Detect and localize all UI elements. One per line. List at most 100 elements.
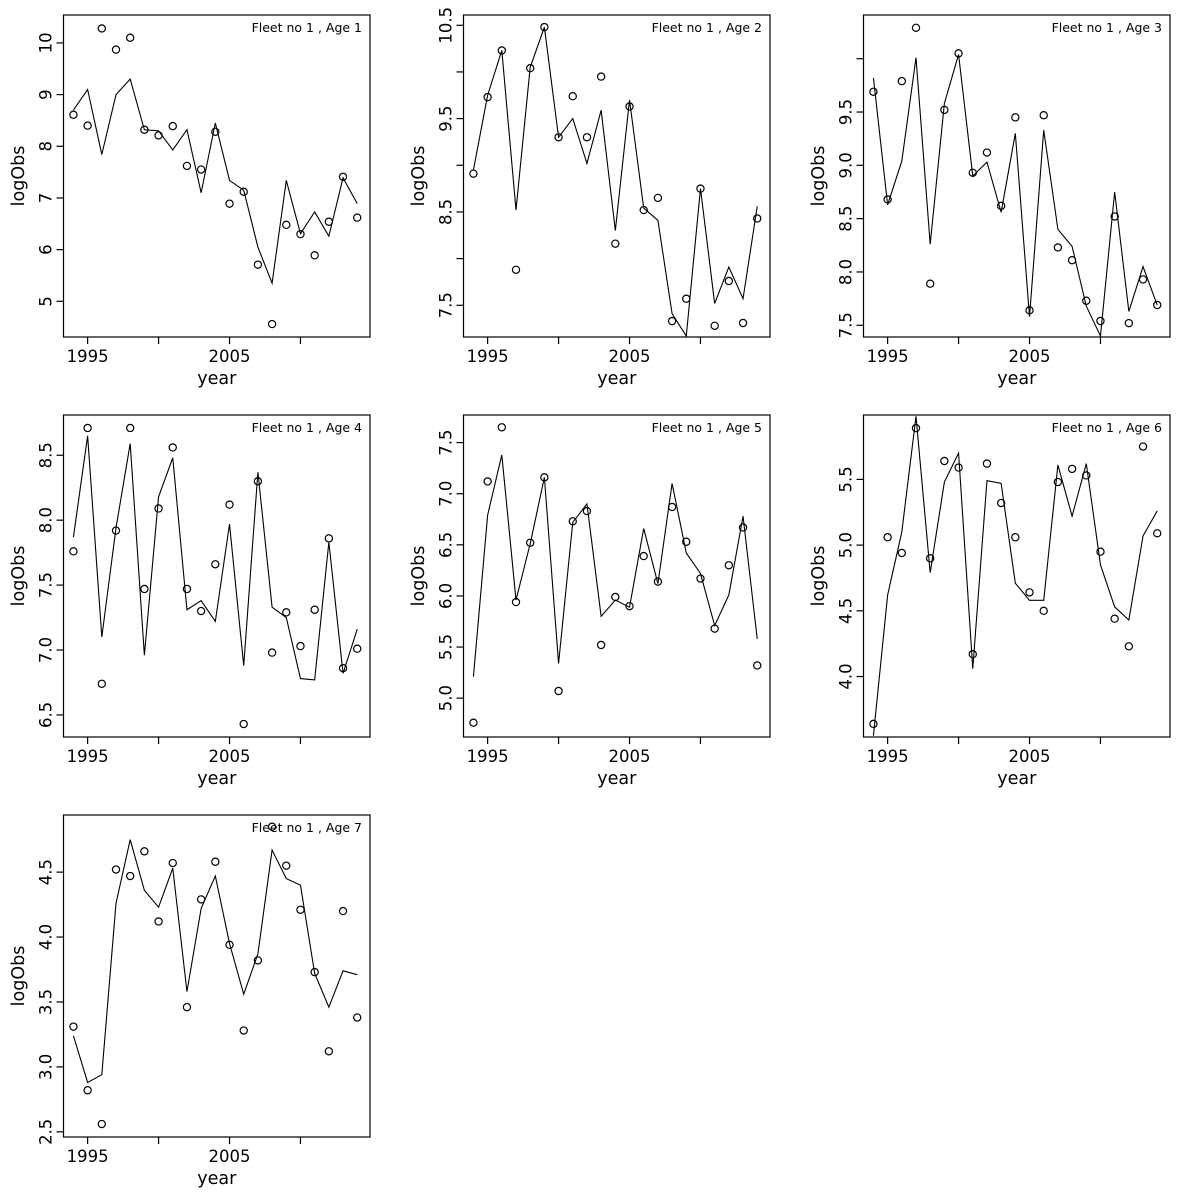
observed-point [968, 649, 977, 659]
observed-point [497, 46, 507, 55]
y-axis-tick-label: 9 [37, 89, 56, 100]
observed-point [738, 318, 748, 328]
observed-point [253, 956, 263, 965]
observed-point [253, 477, 263, 486]
observed-point [1096, 547, 1105, 556]
observed-point [1082, 471, 1091, 480]
plot-box [62, 814, 371, 1138]
observed-point [253, 260, 263, 269]
fitted-line [472, 26, 758, 337]
fitted-line [872, 54, 1158, 337]
observed-point [753, 214, 762, 223]
observed-point [653, 193, 663, 203]
y-axis-tick-label: 6.5 [37, 702, 56, 728]
observed-point [140, 847, 149, 856]
observed-point [211, 560, 220, 569]
observed-point [1067, 464, 1077, 474]
panel-title: Fleet no 1 , Age 6 [1052, 420, 1162, 435]
observed-point [554, 133, 563, 142]
observed-point [310, 605, 319, 614]
observed-point [97, 679, 107, 688]
y-axis-tick-label: 7.0 [437, 481, 456, 507]
observed-point [225, 500, 234, 509]
y-axis-tick-label: 8.0 [37, 507, 56, 533]
observed-point [168, 121, 177, 131]
y-axis-tick-label: 3.0 [37, 1054, 56, 1080]
observed-point [710, 624, 719, 633]
y-axis-tick-label: 6.0 [437, 583, 456, 609]
observed-point [724, 276, 734, 286]
observed-point [196, 606, 206, 616]
observed-point [540, 22, 549, 32]
observed-point [940, 456, 949, 466]
y-axis-tick-label: 3.5 [37, 989, 56, 1015]
observed-point [1011, 113, 1020, 122]
y-axis-title: logObs [9, 946, 29, 1007]
observed-point [267, 319, 277, 329]
observed-point [225, 199, 234, 208]
observed-point [111, 45, 121, 54]
panel-age-2: 1995 2005 7.5 8.5 9.5 10.5 Fleet no 1 , Age 2 y… [409, 7, 771, 389]
observed-point [883, 533, 892, 542]
observed-point [1011, 533, 1020, 542]
panel-age-1: 1995 2005 5 6 7 8 9 10 Fleet no 1 , Age 1 year log… [9, 14, 371, 389]
x-axis-title: year [597, 769, 637, 789]
observed-point [554, 686, 563, 696]
y-axis-tick-label: 8 [37, 141, 56, 152]
observed-point [696, 574, 705, 583]
observed-point [140, 125, 149, 134]
observed-point [267, 822, 277, 831]
y-axis-title: logObs [809, 546, 829, 607]
observed-point [911, 23, 921, 32]
observed-point [869, 719, 878, 729]
y-axis-tick-label: 10.5 [437, 7, 456, 44]
observed-point [353, 1013, 362, 1022]
observed-point [738, 523, 748, 532]
observed-point [69, 547, 78, 556]
observed-point [324, 534, 334, 543]
observed-point [125, 871, 135, 881]
observed-point [511, 597, 521, 607]
observed-point [83, 121, 92, 130]
y-axis-title: logObs [9, 146, 29, 207]
observed-point [568, 91, 577, 101]
observed-point [596, 72, 606, 81]
panel-title: Fleet no 1 , Age 1 [252, 20, 362, 35]
observed-point [296, 229, 305, 239]
observed-point [483, 477, 492, 486]
observed-point [1067, 256, 1077, 265]
observed-point [1124, 642, 1134, 651]
observed-point [911, 423, 921, 433]
observed-point [540, 473, 549, 482]
observed-point [140, 584, 149, 594]
observed-point [154, 131, 163, 140]
observed-point [182, 1002, 192, 1012]
observed-point [469, 169, 478, 178]
observed-point [282, 608, 291, 617]
fitted-line [472, 454, 758, 677]
observed-point [211, 857, 220, 866]
observed-point [1153, 529, 1162, 538]
observed-point [667, 502, 677, 512]
observed-point [225, 940, 234, 950]
x-axis-tick-label: 1995 [467, 747, 509, 766]
y-axis-tick-label: 7 [37, 193, 56, 204]
observed-point [1025, 306, 1034, 315]
panel-age-6: 1995 2005 4.0 4.5 5.0 5.5 Fleet no 1 , Age 6 ye… [809, 414, 1171, 789]
x-axis-tick-label: 1995 [67, 347, 109, 366]
y-axis-tick-label: 6.5 [437, 532, 456, 558]
y-axis-tick-label: 5.5 [437, 634, 456, 660]
x-axis-tick-label: 1995 [67, 1147, 109, 1166]
observed-point [97, 1119, 107, 1129]
observed-point [525, 63, 535, 73]
observed-point [724, 561, 734, 570]
observed-point [883, 195, 892, 204]
observed-point [696, 184, 705, 193]
observed-point [282, 220, 291, 230]
observed-point [469, 718, 478, 727]
panel-title: Fleet no 1 , Age 2 [652, 20, 762, 35]
y-axis-tick-label: 9.5 [837, 99, 856, 125]
y-axis-tick-label: 8.5 [437, 199, 456, 225]
y-axis-tick-label: 8.0 [837, 259, 856, 285]
plot-box [62, 14, 371, 338]
